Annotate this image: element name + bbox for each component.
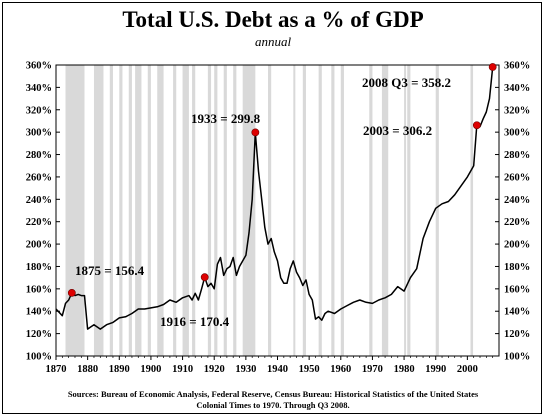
annotation-2003: 2003 = 306.2 bbox=[363, 123, 432, 138]
y-tick-label-left-3: 160% bbox=[26, 284, 52, 295]
debt-line bbox=[55, 66, 494, 330]
shaded-period-20 bbox=[331, 65, 335, 356]
x-tick-label-9: 1960 bbox=[330, 364, 351, 375]
shaded-period-5 bbox=[135, 65, 142, 356]
y-tick-label-right-5: 200% bbox=[504, 240, 530, 251]
shaded-period-1 bbox=[93, 65, 104, 356]
shaded-period-19 bbox=[318, 65, 322, 356]
shaded-period-15 bbox=[242, 65, 256, 356]
x-tick-label-5: 1920 bbox=[204, 364, 225, 375]
y-tick-label-right-13: 360% bbox=[504, 61, 530, 72]
shaded-period-0 bbox=[65, 65, 85, 356]
y-tick-label-left-7: 240% bbox=[26, 195, 52, 206]
annotation-marker-3 bbox=[472, 121, 481, 130]
x-tick-label-8: 1950 bbox=[299, 364, 320, 375]
y-tick-label-left-6: 220% bbox=[26, 217, 52, 228]
sources-line-2: Colonial Times to 1970. Through Q3 2008. bbox=[196, 400, 349, 410]
y-tick-label-right-0: 100% bbox=[504, 352, 530, 363]
sources-line-1: Sources: Bureau of Economic Analysis, Fe… bbox=[68, 389, 479, 399]
chart-frame bbox=[2, 2, 542, 414]
y-tick-label-left-1: 120% bbox=[26, 329, 52, 340]
y-tick-label-left-4: 180% bbox=[26, 262, 52, 273]
annotation-1875: 1875 = 156.4 bbox=[75, 263, 145, 278]
y-tick-label-left-2: 140% bbox=[26, 307, 52, 318]
shaded-period-6 bbox=[147, 65, 151, 356]
shaded-period-2 bbox=[109, 65, 113, 356]
x-tick-label-11: 1980 bbox=[394, 364, 415, 375]
x-tick-label-12: 1990 bbox=[425, 364, 446, 375]
shaded-period-11 bbox=[207, 65, 212, 356]
shaded-period-18 bbox=[302, 65, 306, 356]
shaded-period-23 bbox=[381, 65, 389, 356]
shaded-period-12 bbox=[214, 65, 218, 356]
x-tick-label-0: 1870 bbox=[46, 364, 67, 375]
shaded-period-26 bbox=[435, 65, 439, 356]
annotation-marker-4 bbox=[488, 63, 497, 71]
annotation-1933: 1933 = 299.8 bbox=[191, 111, 261, 126]
y-tick-label-right-8: 260% bbox=[504, 172, 530, 183]
y-tick-label-left-10: 300% bbox=[26, 128, 52, 139]
y-tick-label-left-8: 260% bbox=[26, 172, 52, 183]
shaded-period-27 bbox=[470, 65, 474, 356]
y-tick-label-right-3: 160% bbox=[504, 284, 530, 295]
shaded-period-7 bbox=[157, 65, 164, 356]
y-tick-label-left-11: 320% bbox=[26, 105, 52, 116]
y-tick-label-right-10: 300% bbox=[504, 128, 530, 139]
x-tick-label-2: 1890 bbox=[109, 364, 130, 375]
shaded-period-10 bbox=[192, 65, 196, 356]
annotation-2008: 2008 Q3 = 358.2 bbox=[362, 75, 451, 90]
x-tick-label-4: 1910 bbox=[172, 364, 193, 375]
shaded-period-21 bbox=[340, 65, 344, 356]
x-tick-label-13: 2000 bbox=[457, 364, 478, 375]
shaded-period-25 bbox=[407, 65, 411, 356]
y-tick-label-right-11: 320% bbox=[504, 105, 530, 116]
y-tick-label-left-13: 360% bbox=[26, 61, 52, 72]
annotation-markers bbox=[67, 63, 497, 297]
x-tick-label-1: 1880 bbox=[77, 364, 98, 375]
y-tick-label-left-0: 100% bbox=[26, 352, 52, 363]
shaded-period-4 bbox=[128, 65, 132, 356]
y-tick-label-left-12: 340% bbox=[26, 83, 52, 94]
shaded-period-17 bbox=[293, 65, 296, 356]
annotation-marker-1 bbox=[200, 273, 209, 282]
shaded-period-9 bbox=[182, 65, 189, 356]
x-tick-label-7: 1940 bbox=[267, 364, 288, 375]
annotation-1916: 1916 = 170.4 bbox=[160, 314, 230, 329]
shaded-period-13 bbox=[223, 65, 227, 356]
shaded-period-22 bbox=[369, 65, 373, 356]
chart-title: Total U.S. Debt as a % of GDP bbox=[122, 7, 423, 32]
shaded-period-16 bbox=[268, 65, 272, 356]
x-tick-label-10: 1970 bbox=[362, 364, 383, 375]
y-tick-label-right-2: 140% bbox=[504, 307, 530, 318]
y-tick-label-right-4: 180% bbox=[504, 262, 530, 273]
y-tick-label-left-9: 280% bbox=[26, 150, 52, 161]
y-tick-label-right-9: 280% bbox=[504, 150, 530, 161]
y-tick-label-right-1: 120% bbox=[504, 329, 530, 340]
annotation-marker-0 bbox=[67, 288, 76, 297]
axis-ticks: 100% 100% 120% 120% 140% 140% 160% 160% 180% 180%… bbox=[26, 61, 531, 376]
series-line bbox=[55, 66, 494, 330]
y-tick-label-right-12: 340% bbox=[504, 83, 530, 94]
x-tick-label-3: 1900 bbox=[140, 364, 161, 375]
shaded-periods bbox=[65, 65, 474, 356]
y-tick-label-left-5: 200% bbox=[26, 240, 52, 251]
shaded-period-8 bbox=[173, 65, 177, 356]
chart-subtitle: annual bbox=[255, 34, 292, 49]
y-tick-label-right-7: 240% bbox=[504, 195, 530, 206]
shaded-period-14 bbox=[233, 65, 237, 356]
annotation-marker-2 bbox=[251, 128, 260, 137]
y-tick-label-right-6: 220% bbox=[504, 217, 530, 228]
x-tick-label-6: 1930 bbox=[235, 364, 256, 375]
shaded-period-24 bbox=[404, 65, 407, 356]
shaded-period-3 bbox=[119, 65, 123, 356]
